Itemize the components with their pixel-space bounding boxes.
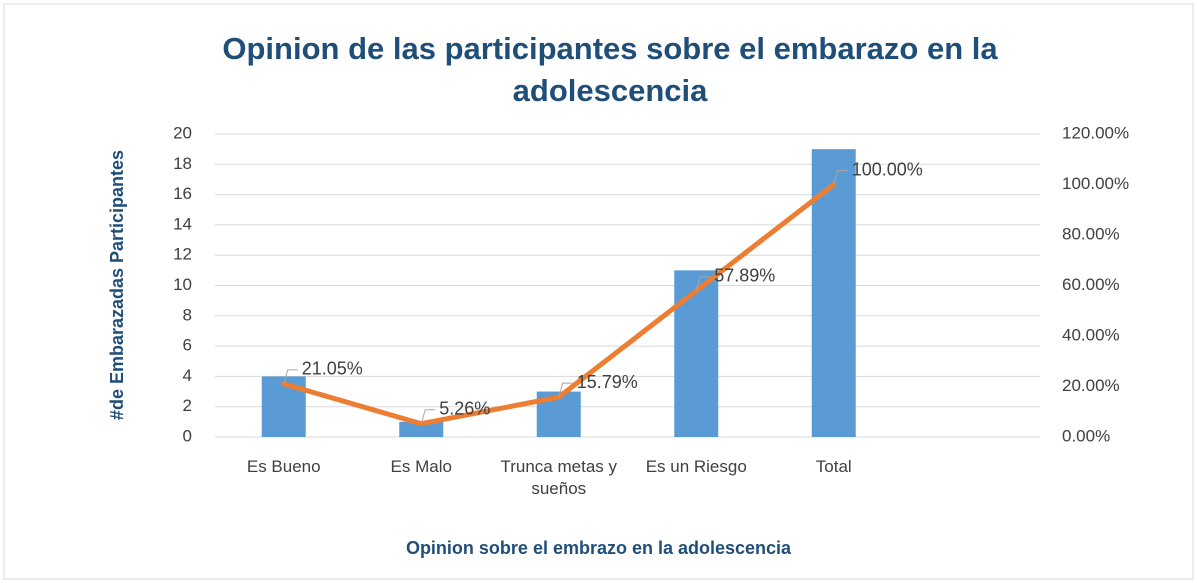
x-tick-label: Es un Riesgo xyxy=(645,457,747,476)
leader-line xyxy=(833,170,848,185)
bar xyxy=(399,421,444,437)
y-tick-label: 2 xyxy=(183,396,192,415)
leader-line xyxy=(558,382,573,398)
chart-title: Opinion de las participantes sobre el em… xyxy=(222,31,998,108)
y2-tick-label: 80.00% xyxy=(1062,224,1120,243)
x-tick-label: Es Bueno xyxy=(246,457,321,476)
x-axis-title: Opinion sobre el embrazo en la adolescen… xyxy=(405,538,792,558)
data-label: 57.89% xyxy=(714,266,775,286)
bar xyxy=(674,270,719,437)
y2-tick-label: 40.00% xyxy=(1062,325,1120,344)
data-label: 100.00% xyxy=(852,159,923,179)
leader-line xyxy=(695,276,711,291)
leader-line xyxy=(283,369,298,384)
y-tick-label: 8 xyxy=(183,305,192,324)
y-tick-label: 0 xyxy=(183,426,192,445)
x-tick-label: Total xyxy=(815,457,852,476)
line xyxy=(281,182,837,427)
y2-tick-label: 120.00% xyxy=(1062,123,1129,142)
y-tick-label: 18 xyxy=(173,154,192,173)
y-axis-title: #de Embarazadas Participantes xyxy=(107,150,127,420)
y2-tick-label: 60.00% xyxy=(1062,275,1120,294)
x-tick-label: Es Malo xyxy=(390,457,452,476)
chart-border xyxy=(3,3,1194,580)
y2-tick-label: 0.00% xyxy=(1062,426,1110,445)
y-tick-label: 10 xyxy=(173,275,192,294)
y-tick-label: 12 xyxy=(173,245,192,264)
y2-tick-label: 100.00% xyxy=(1062,174,1129,193)
data-label: 15.79% xyxy=(577,372,638,392)
y-tick-label: 16 xyxy=(173,184,192,203)
y-tick-label: 14 xyxy=(173,214,192,233)
data-label: 5.26% xyxy=(439,398,490,418)
y-tick-label: 20 xyxy=(173,123,192,142)
bar xyxy=(811,149,856,437)
leader-line xyxy=(420,409,436,424)
data-label: 21.05% xyxy=(302,359,363,379)
x-tick-label: Trunca metas y sueños xyxy=(500,457,618,498)
y-tick-label: 4 xyxy=(183,366,192,385)
y2-tick-label: 20.00% xyxy=(1062,376,1120,395)
y-tick-label: 6 xyxy=(183,336,192,355)
